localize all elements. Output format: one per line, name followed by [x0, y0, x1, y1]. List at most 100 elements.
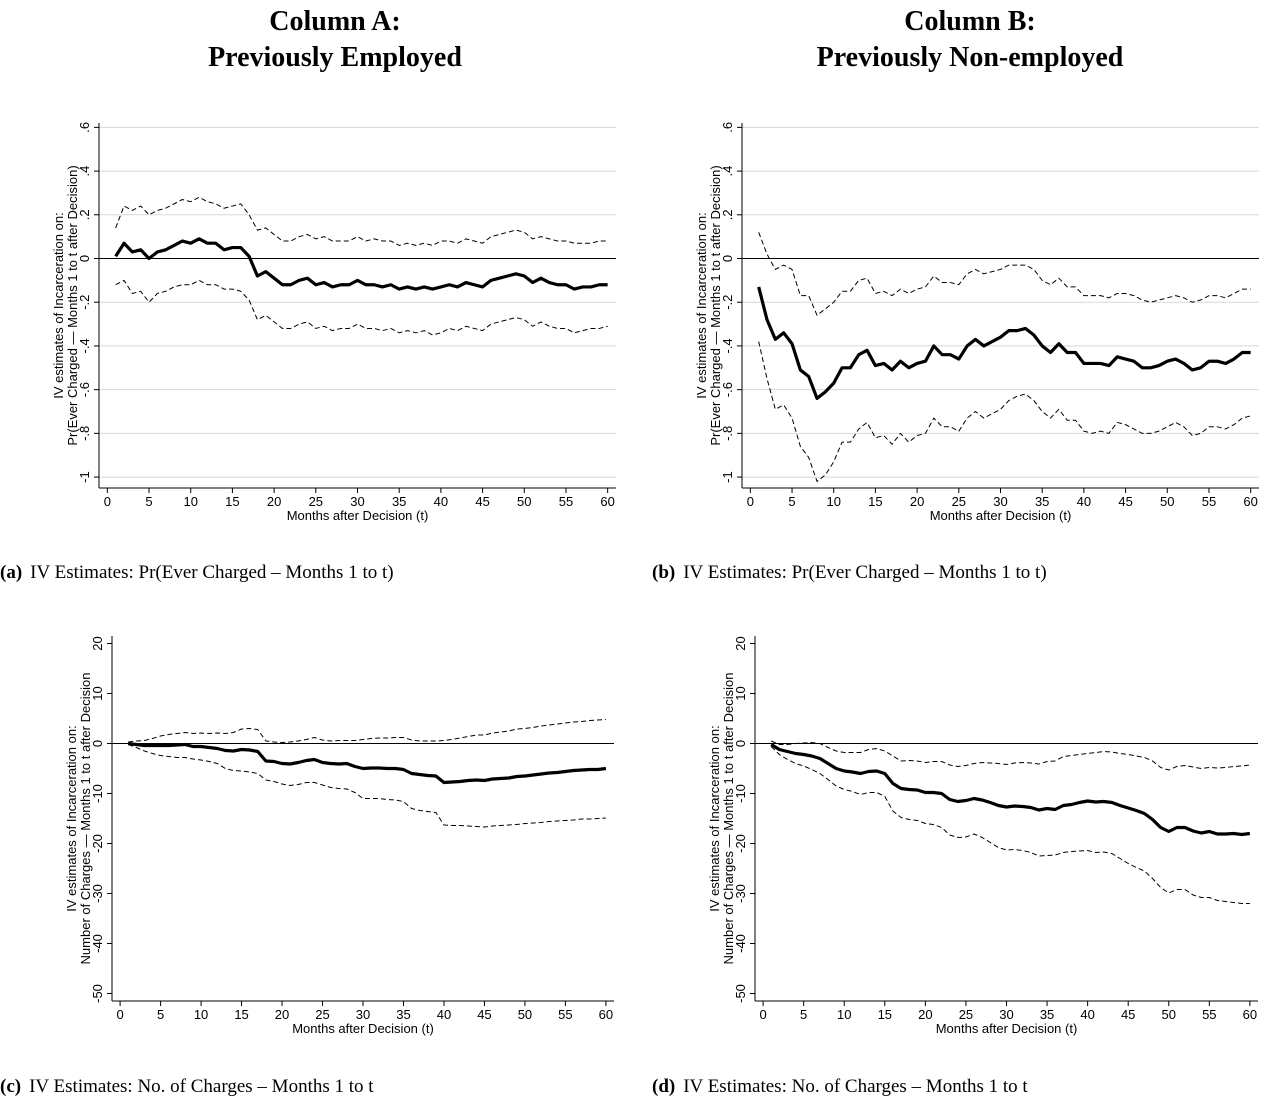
x-tick-label: 35 — [1035, 494, 1049, 509]
x-tick-label: 35 — [396, 1007, 410, 1022]
caption: (a) IV Estimates: Pr(Ever Charged – Month… — [0, 562, 394, 583]
y-tick-label: -.8 — [720, 426, 735, 441]
y-axis-label: Number of Charges — Months 1 to t after … — [721, 673, 736, 965]
x-tick-label: 10 — [183, 494, 197, 509]
x-tick-label: 5 — [800, 1007, 807, 1022]
y-tick-label: 0 — [90, 740, 105, 747]
y-tick-label: -10 — [90, 784, 105, 803]
y-tick-label: .4 — [77, 166, 92, 177]
y-tick-label: -10 — [733, 784, 748, 803]
y-tick-label: -.2 — [720, 295, 735, 310]
column-title: Previously Employed — [208, 42, 462, 73]
column-label: Column A: — [269, 6, 400, 37]
confidence-bound — [128, 744, 606, 828]
estimate-line — [114, 237, 608, 291]
x-tick-label: 5 — [788, 494, 795, 509]
y-tick-label: 0 — [720, 255, 735, 262]
y-axis-label: IV estimates of Incarceration on: — [694, 212, 709, 398]
x-tick-label: 25 — [959, 1007, 973, 1022]
x-tick-label: 20 — [267, 494, 281, 509]
y-axis-label: Number of Charges — Months 1 to t after … — [78, 673, 93, 965]
x-tick-label: 60 — [1243, 494, 1257, 509]
x-tick-label: 60 — [599, 1007, 613, 1022]
caption-text: IV Estimates: Pr(Ever Charged – Months 1… — [30, 562, 393, 583]
y-tick-label: .2 — [77, 209, 92, 220]
column-label: Column B: — [904, 6, 1035, 37]
x-tick-label: 30 — [999, 1007, 1013, 1022]
x-tick-label: 0 — [104, 494, 111, 509]
y-tick-label: 10 — [733, 686, 748, 700]
y-tick-label: -40 — [733, 934, 748, 953]
x-tick-label: 45 — [1118, 494, 1132, 509]
x-tick-label: 40 — [1080, 1007, 1094, 1022]
x-tick-label: 20 — [275, 1007, 289, 1022]
x-tick-label: 15 — [234, 1007, 248, 1022]
y-tick-label: -30 — [90, 884, 105, 903]
caption-label: (c) — [0, 1076, 21, 1097]
x-tick-label: 55 — [1202, 1007, 1216, 1022]
x-tick-label: 25 — [952, 494, 966, 509]
confidence-bound — [770, 746, 1250, 904]
y-tick-label: -.2 — [77, 295, 92, 310]
y-tick-label: -.8 — [77, 426, 92, 441]
y-tick-label: -50 — [90, 984, 105, 1003]
y-tick-label: -.4 — [77, 338, 92, 353]
caption-label: (d) — [652, 1076, 675, 1097]
y-tick-label: -.6 — [77, 382, 92, 397]
y-tick-label: 0 — [733, 740, 748, 747]
y-tick-label: .6 — [720, 122, 735, 133]
x-tick-label: 10 — [837, 1007, 851, 1022]
x-tick-label: 30 — [356, 1007, 370, 1022]
x-tick-label: 55 — [558, 1007, 572, 1022]
x-tick-label: 50 — [517, 494, 531, 509]
x-axis-label: Months after Decision (t) — [292, 1021, 434, 1036]
x-tick-label: 5 — [145, 494, 152, 509]
y-tick-label: -.4 — [720, 338, 735, 353]
x-tick-label: 10 — [826, 494, 840, 509]
estimate-line — [770, 743, 1251, 837]
y-tick-label: 20 — [733, 636, 748, 650]
y-tick-label: 20 — [90, 636, 105, 650]
x-tick-label: 35 — [392, 494, 406, 509]
x-axis-label: Months after Decision (t) — [936, 1021, 1078, 1036]
y-tick-label: -1 — [77, 471, 92, 483]
caption: (d) IV Estimates: No. of Charges – Months… — [652, 1076, 1028, 1097]
y-tick-label: .4 — [720, 166, 735, 177]
y-tick-label: -20 — [90, 834, 105, 853]
x-tick-label: 40 — [437, 1007, 451, 1022]
x-tick-label: 40 — [434, 494, 448, 509]
x-tick-label: 55 — [559, 494, 573, 509]
x-tick-label: 15 — [878, 1007, 892, 1022]
x-tick-label: 50 — [518, 1007, 532, 1022]
caption: (b) IV Estimates: Pr(Ever Charged – Month… — [652, 562, 1047, 583]
x-tick-label: 5 — [157, 1007, 164, 1022]
y-tick-label: -40 — [90, 934, 105, 953]
x-tick-label: 60 — [600, 494, 614, 509]
x-tick-label: 50 — [1160, 494, 1174, 509]
x-tick-label: 15 — [868, 494, 882, 509]
confidence-bound — [115, 196, 608, 246]
x-tick-label: 0 — [759, 1007, 766, 1022]
y-tick-label: -50 — [733, 984, 748, 1003]
x-tick-label: 40 — [1077, 494, 1091, 509]
y-tick-label: -.6 — [720, 382, 735, 397]
x-tick-label: 30 — [993, 494, 1007, 509]
x-tick-label: 45 — [477, 1007, 491, 1022]
y-axis-label: IV estimates of Incarceration on: — [64, 725, 79, 911]
y-tick-label: -30 — [733, 884, 748, 903]
column-title: Previously Non-employed — [817, 42, 1124, 73]
caption-label: (b) — [652, 562, 675, 583]
x-tick-label: 50 — [1162, 1007, 1176, 1022]
y-tick-label: -1 — [720, 471, 735, 483]
x-tick-label: 10 — [194, 1007, 208, 1022]
caption-text: IV Estimates: No. of Charges – Months 1 … — [29, 1076, 374, 1097]
x-tick-label: 15 — [225, 494, 239, 509]
x-tick-label: 45 — [1121, 1007, 1135, 1022]
confidence-bound — [128, 719, 606, 743]
confidence-bound — [758, 232, 1251, 316]
y-tick-label: 10 — [90, 686, 105, 700]
estimate-line — [757, 286, 1251, 400]
confidence-bound — [758, 341, 1251, 482]
y-tick-label: -20 — [733, 834, 748, 853]
y-tick-label: .2 — [720, 209, 735, 220]
